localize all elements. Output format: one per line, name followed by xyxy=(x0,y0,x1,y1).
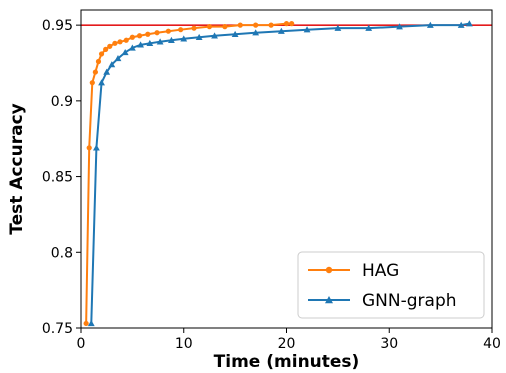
data-point xyxy=(95,58,102,65)
data-point xyxy=(289,21,295,27)
x-tick-label: 10 xyxy=(175,336,193,352)
data-point xyxy=(92,69,98,75)
data-point xyxy=(121,49,129,56)
data-point xyxy=(396,23,403,30)
data-point xyxy=(206,24,213,30)
data-point xyxy=(86,145,92,151)
data-point xyxy=(178,27,184,33)
data-point xyxy=(277,27,285,34)
data-point xyxy=(334,24,342,31)
data-point xyxy=(195,33,203,40)
legend-marker xyxy=(325,296,333,304)
legend: HAG GNN-graph xyxy=(297,251,485,319)
y-tick-label: 0.75 xyxy=(42,321,73,337)
data-point xyxy=(165,28,171,34)
data-point xyxy=(231,30,239,37)
data-point xyxy=(457,21,465,28)
data-point xyxy=(154,30,160,36)
data-point xyxy=(87,320,95,327)
legend-label: GNN-graph xyxy=(362,291,457,311)
data-point xyxy=(93,144,100,151)
legend-label: HAG xyxy=(362,261,399,281)
legend-entry: GNN-graph xyxy=(308,291,457,311)
y-tick-label: 0.85 xyxy=(42,170,73,186)
legend-marker xyxy=(325,266,333,274)
legend-entry: HAG xyxy=(308,261,399,281)
series-layer xyxy=(83,20,473,327)
data-point xyxy=(303,26,311,33)
data-point xyxy=(268,22,274,28)
data-point xyxy=(465,20,473,27)
data-point xyxy=(145,31,151,37)
data-point xyxy=(283,21,290,27)
data-point xyxy=(112,40,118,46)
axes-layer: 0 10 20 30 40 0.75 0.8 0.85 0.9 0.95 xyxy=(42,9,501,352)
data-point xyxy=(136,33,143,39)
data-point xyxy=(426,21,434,28)
data-point xyxy=(89,80,95,86)
data-point xyxy=(114,55,122,62)
x-tick-label: 40 xyxy=(483,336,501,352)
data-point xyxy=(117,39,123,45)
data-point xyxy=(191,25,197,31)
data-point xyxy=(107,43,113,49)
x-axis-title: Time (minutes) xyxy=(214,352,360,372)
data-point xyxy=(168,36,175,44)
legend-box xyxy=(297,251,485,319)
data-point xyxy=(137,41,144,48)
y-tick-label: 0.95 xyxy=(42,18,73,34)
series-gnn-graph xyxy=(87,20,473,327)
x-tick-label: 30 xyxy=(380,336,398,352)
data-point xyxy=(129,34,135,40)
data-point xyxy=(252,29,260,36)
y-tick-label: 0.9 xyxy=(51,94,73,110)
data-point xyxy=(98,79,105,86)
data-point xyxy=(237,22,243,28)
data-point xyxy=(211,32,218,39)
data-point xyxy=(123,37,129,43)
data-point xyxy=(180,35,188,42)
data-point xyxy=(128,44,136,51)
data-point xyxy=(103,46,109,52)
y-tick-label: 0.8 xyxy=(51,245,73,261)
data-point xyxy=(156,38,164,45)
data-point xyxy=(83,320,89,327)
data-point xyxy=(222,24,228,30)
series-hag xyxy=(83,21,295,327)
data-point xyxy=(108,61,116,68)
data-point xyxy=(253,22,259,28)
x-tick-label: 20 xyxy=(278,336,296,352)
data-point xyxy=(103,68,111,75)
data-point xyxy=(365,24,373,31)
data-point xyxy=(98,51,105,57)
data-point xyxy=(146,39,154,47)
y-axis-title: Test Accuracy xyxy=(7,103,27,234)
x-tick-label: 0 xyxy=(77,336,86,352)
